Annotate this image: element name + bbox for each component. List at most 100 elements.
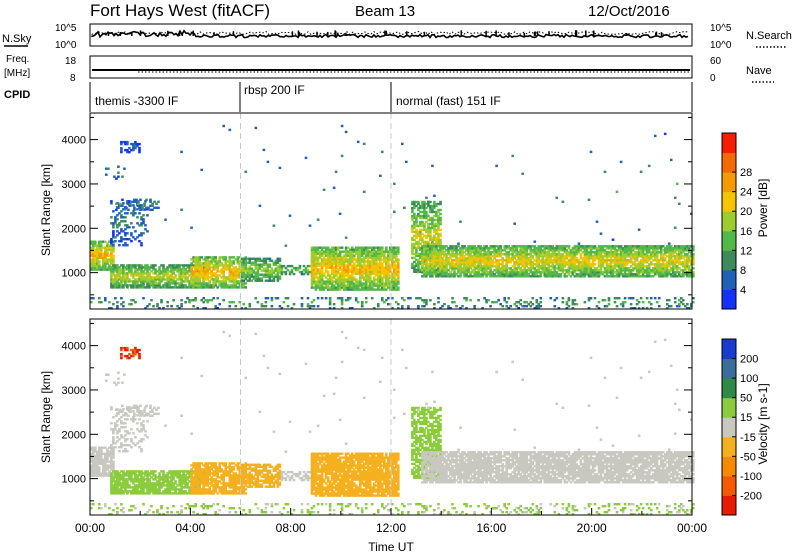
- scatter-cell: [240, 257, 244, 260]
- scatter-cell: [593, 275, 597, 278]
- scatter-cell: [370, 288, 374, 291]
- scatter-cell: [467, 253, 470, 256]
- scatter-cell: [449, 255, 452, 258]
- scatter-cell: [425, 259, 428, 262]
- scatter-cell: [415, 230, 418, 234]
- scatter-cell: [126, 148, 129, 152]
- scatter-cell: [210, 284, 213, 287]
- scatter-cell: [415, 250, 418, 254]
- scatter-cell: [377, 286, 380, 289]
- scatter-cell: [184, 270, 187, 273]
- scatter-cell: [607, 255, 611, 258]
- scatter-cell: [314, 272, 318, 275]
- scatter-cell: [651, 251, 655, 254]
- scatter-cell: [441, 273, 444, 276]
- scatter-cell: [667, 261, 671, 264]
- scatter-cell: [682, 275, 685, 278]
- scatter-cell: [381, 288, 384, 291]
- scatter-cell: [153, 206, 156, 209]
- scatter-cell: [138, 264, 141, 267]
- scatter-cell: [377, 246, 380, 249]
- scatter-cell: [381, 278, 384, 281]
- scatter-cell: [445, 249, 448, 252]
- scatter-cell: [385, 274, 388, 277]
- scatter-cell: [567, 261, 571, 264]
- scatter-cell: [493, 253, 496, 256]
- scatter-cell: [690, 253, 693, 256]
- power-scatter-cells: [90, 113, 695, 310]
- scatter-cell: [653, 267, 657, 270]
- scatter-cell: [637, 261, 641, 264]
- scatter-cell: [682, 303, 685, 306]
- scatter-cell: [555, 263, 559, 266]
- scatter-cell: [513, 271, 516, 274]
- scatter-cell: [439, 200, 442, 204]
- scatter-cell: [613, 247, 617, 250]
- scatter-cell: [346, 297, 350, 300]
- scatter-cell: [368, 268, 372, 271]
- scatter-cell: [485, 261, 488, 264]
- scatter-cell: [573, 253, 577, 256]
- scatter-cell: [475, 273, 478, 276]
- scatter-cell: [549, 249, 553, 252]
- scatter-cell: [141, 206, 144, 209]
- scatter-cell: [374, 266, 378, 269]
- scatter-cell: [597, 263, 601, 266]
- scatter-cell: [202, 307, 205, 310]
- scatter-cell: [336, 260, 340, 263]
- scatter-cell: [459, 261, 462, 264]
- scatter-cell: [174, 280, 177, 283]
- scatter-cell: [274, 259, 278, 262]
- scatter-cell: [208, 282, 211, 285]
- scatter-cell: [397, 260, 400, 263]
- scatter-cell: [354, 272, 358, 275]
- scatter-cell: [112, 286, 115, 289]
- scatter-cell: [535, 269, 539, 272]
- scatter-cell: [459, 249, 462, 252]
- scatter-cell: [130, 266, 133, 269]
- scatter-cell: [692, 273, 695, 276]
- scatter-cell: [633, 251, 637, 254]
- scatter-cell: [645, 249, 649, 252]
- scatter-cell: [246, 273, 250, 276]
- scatter-cell: [100, 242, 103, 245]
- scatter-cell: [571, 253, 575, 256]
- scatter-cell: [146, 266, 149, 269]
- scatter-cell: [427, 270, 430, 273]
- scatter-cell: [551, 275, 555, 278]
- scatter-cell: [166, 272, 169, 275]
- scatter-cell: [172, 286, 175, 289]
- scatter-cell: [655, 245, 659, 248]
- nave-label: Nave: [746, 65, 772, 77]
- scatter-cell: [391, 286, 394, 289]
- scatter-cell: [290, 307, 294, 310]
- scatter-cell: [537, 257, 541, 260]
- scatter-cell: [105, 167, 108, 170]
- scatter-cell: [673, 271, 677, 274]
- scatter-cell: [423, 255, 426, 258]
- scatter-cell: [156, 278, 159, 281]
- scatter-cell: [591, 259, 595, 262]
- scatter-cell: [635, 267, 639, 270]
- scatter-cell: [557, 263, 561, 266]
- scatter-cell: [98, 246, 101, 249]
- scatter-cell: [326, 254, 330, 257]
- scatter-cell: [613, 245, 617, 248]
- scatter-cell: [690, 251, 693, 254]
- scatter-cell: [112, 262, 115, 265]
- scatter-cell: [164, 274, 167, 277]
- scatter-cell: [659, 255, 663, 258]
- scatter-cell: [665, 271, 669, 274]
- scatter-cell: [439, 232, 442, 236]
- scatter-cell: [196, 268, 199, 271]
- scatter-cell: [236, 280, 240, 283]
- scatter-cell: [489, 257, 492, 260]
- scatter-cell: [603, 245, 607, 248]
- scatter-cell: [102, 260, 105, 263]
- scatter-cell: [200, 299, 203, 302]
- scatter-cell: [314, 248, 318, 251]
- scatter-cell: [579, 269, 583, 272]
- scatter-cell: [202, 282, 205, 285]
- scatter-cell: [463, 255, 466, 258]
- scatter-cell: [619, 303, 623, 306]
